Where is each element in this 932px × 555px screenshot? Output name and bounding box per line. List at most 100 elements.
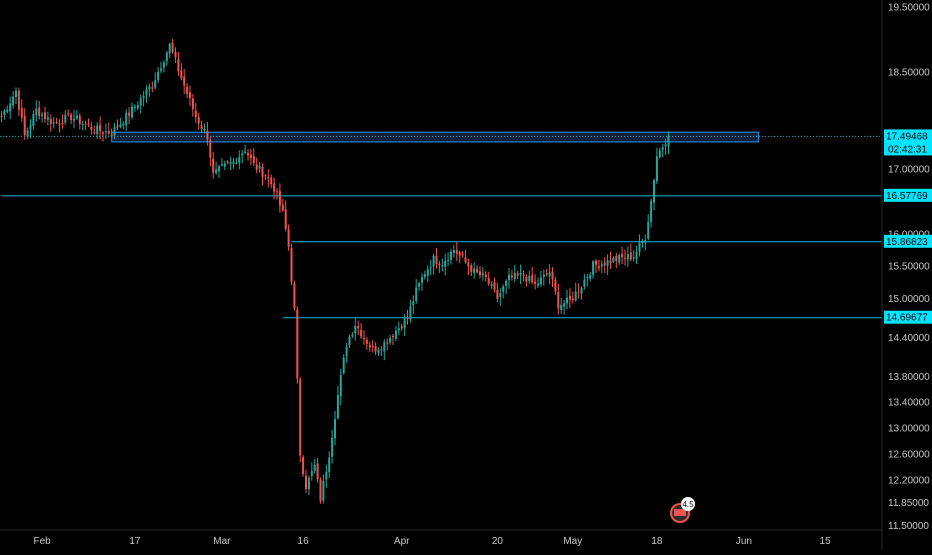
indicator-badge[interactable]: 4.5: [670, 497, 695, 523]
candle-body: [568, 295, 571, 300]
candle-body: [397, 327, 400, 331]
candle-body: [365, 340, 368, 344]
candle-body: [487, 277, 490, 284]
candle-body: [406, 317, 409, 319]
candle-body: [238, 157, 241, 163]
candle-body: [394, 330, 397, 339]
price-tick-label: 12.20000: [888, 475, 930, 486]
candle-body: [345, 346, 348, 357]
level-price-tag: 14.69677: [886, 313, 928, 324]
candle-body: [455, 250, 458, 254]
candle-body: [334, 419, 336, 439]
candle-body: [67, 113, 70, 115]
candle-body: [328, 457, 331, 473]
candle-body: [12, 96, 15, 106]
candle-body: [600, 264, 603, 267]
candle-body: [661, 147, 664, 150]
price-tick-label: 12.60000: [888, 450, 930, 461]
candle-body: [209, 140, 212, 158]
candle-body: [534, 281, 537, 284]
candle-body: [284, 209, 287, 230]
candle-body: [490, 284, 493, 286]
candle-body: [186, 86, 189, 94]
candle-body: [461, 253, 464, 256]
candle-body: [566, 297, 568, 304]
candle-body: [586, 277, 589, 279]
candle-body: [574, 291, 577, 301]
candle-body: [560, 304, 563, 310]
candle-body: [113, 127, 116, 136]
candle-body: [93, 131, 96, 133]
candle-body: [55, 122, 58, 124]
candle-body: [90, 126, 93, 130]
candle-body: [270, 177, 273, 185]
candle-body: [168, 43, 171, 54]
candle-body: [264, 175, 267, 177]
candle-body: [641, 240, 644, 244]
time-tick-label: 18: [651, 536, 663, 547]
level-price-tag-bg: [884, 188, 932, 202]
price-axis[interactable]: 19.50000 18.50000 17.00000 16.00000 15.50000…: [888, 2, 930, 531]
level-price-tag-bg: [884, 234, 932, 248]
candle-body: [73, 118, 75, 121]
candle-body: [58, 123, 61, 125]
candle-body: [305, 475, 307, 490]
candle-body: [0, 115, 3, 117]
candle-body: [267, 176, 270, 179]
candle-body: [508, 274, 510, 281]
price-tick-label: 13.80000: [888, 372, 930, 383]
candle-body: [592, 261, 595, 275]
candle-body: [583, 279, 586, 287]
price-tick-label: 18.50000: [888, 67, 930, 78]
candle-body: [421, 277, 423, 283]
time-tick-label: Apr: [394, 536, 410, 547]
price-tick-label: 17.00000: [888, 164, 930, 175]
candle-body: [64, 114, 67, 123]
candle-body: [603, 262, 606, 266]
candle-body: [510, 275, 513, 278]
candle-body: [148, 86, 151, 90]
candle-body: [319, 479, 322, 502]
candle-body: [450, 251, 452, 260]
candle-body: [215, 169, 218, 173]
candle-body: [331, 437, 334, 457]
time-axis[interactable]: Feb 17 Mar 16 Apr 20 May 18 Jun 15: [33, 536, 831, 547]
candle-body: [116, 125, 119, 128]
candle-body: [499, 293, 502, 297]
resistance-zone[interactable]: [111, 131, 759, 143]
time-tick-label: 15: [820, 536, 832, 547]
candle-body: [220, 164, 223, 166]
candle-body: [626, 254, 629, 260]
candle-body: [241, 153, 244, 156]
candle-body: [310, 471, 313, 477]
candle-body: [386, 342, 389, 344]
candle-body: [325, 471, 328, 480]
candle-body: [551, 271, 554, 280]
candle-body: [470, 265, 473, 273]
candle-body: [496, 289, 499, 299]
candle-body: [296, 309, 299, 379]
resistance-zone-layer: [0, 131, 882, 143]
price-tick-label: 13.40000: [888, 398, 930, 409]
candle-body: [392, 335, 394, 338]
candle-body: [276, 191, 278, 193]
candle-body: [44, 112, 46, 120]
candle-body: [542, 274, 545, 277]
candle-body: [9, 103, 12, 112]
candle-body: [505, 280, 508, 286]
candle-body: [618, 254, 621, 263]
candle-body: [473, 268, 476, 274]
candle-body: [612, 257, 615, 262]
candle-body: [84, 123, 87, 125]
candle-body: [647, 221, 650, 239]
candle-body: [38, 107, 41, 117]
candle-body: [383, 342, 386, 352]
candle-body: [29, 125, 32, 130]
candle-body: [160, 68, 162, 71]
candle-body: [32, 114, 35, 126]
candle-body: [336, 394, 339, 419]
candle-body: [389, 337, 392, 343]
candle-body: [165, 52, 168, 62]
